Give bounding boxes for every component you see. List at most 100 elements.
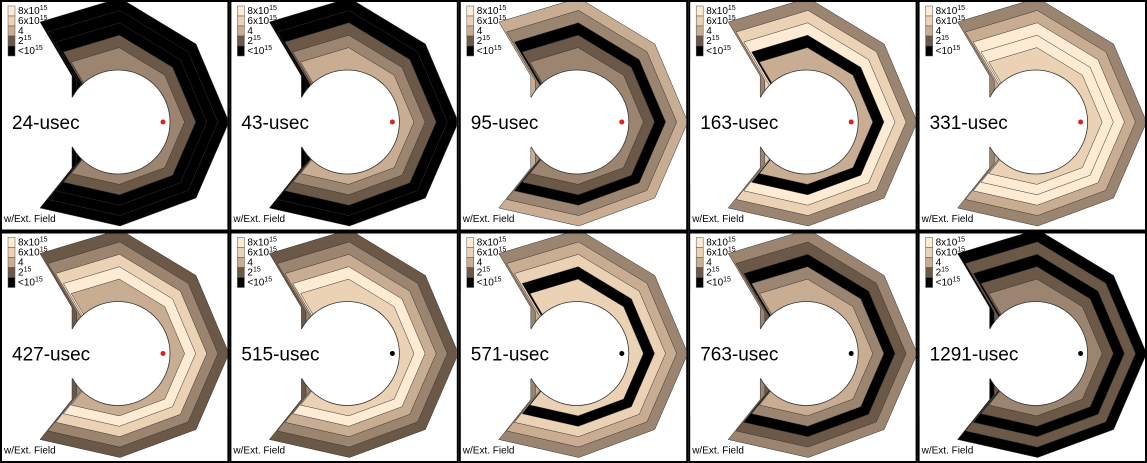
legend-exp: 15: [957, 5, 965, 12]
legend-base: <10: [18, 278, 35, 289]
contours: [2, 2, 228, 227]
time-label: 763-usec: [700, 345, 778, 366]
contours: [919, 2, 1145, 227]
legend-label: 6x1015: [477, 15, 507, 27]
legend-swatch: [695, 15, 704, 27]
legend-label: 6x1015: [706, 15, 736, 27]
legend-exp: 15: [40, 5, 48, 12]
legend-label: 215: [247, 35, 260, 47]
opening: [919, 60, 1036, 185]
legend-exp: 15: [941, 35, 949, 42]
legend-swatch: [7, 5, 16, 17]
contours: [919, 233, 1145, 458]
legend-exp: 15: [269, 5, 277, 12]
legend-base: 8x10: [936, 6, 958, 17]
legend-label: 4: [706, 258, 712, 269]
source-dot: [160, 119, 166, 125]
contours: [460, 233, 687, 458]
legend-label: 6x1015: [18, 247, 48, 259]
legend-base: 6x10: [477, 248, 499, 259]
legend-label: 215: [706, 35, 719, 47]
legend-base: 2: [477, 268, 483, 279]
legend-label: 4: [247, 258, 253, 269]
legend-base: <10: [936, 278, 953, 289]
legend-exp: 15: [40, 15, 48, 22]
opening: [460, 291, 577, 417]
legend-swatch: [466, 35, 475, 47]
legend-swatch: [7, 35, 16, 47]
field-label: w/Ext. Field: [462, 214, 515, 225]
legend-base: 2: [18, 268, 24, 279]
legend-label: 4: [477, 26, 483, 37]
legend-base: <10: [706, 46, 723, 57]
legend-swatch: [7, 15, 16, 27]
legend-base: 4: [936, 258, 942, 269]
legend-swatch: [695, 45, 704, 57]
legend-label: 215: [936, 267, 949, 279]
legend-base: 4: [936, 26, 942, 37]
legend-base: 8x10: [247, 238, 269, 249]
time-label: 331-usec: [930, 113, 1008, 134]
contours: [2, 233, 228, 458]
legend-label: 215: [18, 35, 31, 47]
time-label: 43-usec: [241, 113, 309, 134]
legend-label: 6x1015: [477, 247, 507, 259]
source-dot: [619, 351, 625, 356]
legend-base: <10: [477, 278, 494, 289]
legend-swatch: [925, 15, 933, 27]
legend-label: 6x1015: [247, 247, 277, 259]
legend-base: 2: [706, 36, 712, 47]
legend-swatch: [925, 237, 933, 248]
legend-exp: 15: [269, 237, 277, 244]
legend-swatch: [695, 277, 704, 288]
legend-label: 4: [936, 26, 942, 37]
legend-exp: 15: [482, 35, 490, 42]
legend-label: 8x1015: [477, 5, 507, 17]
field-label: w/Ext. Field: [232, 446, 285, 457]
legend-label: <1015: [247, 45, 272, 57]
legend-label: 8x1015: [706, 237, 736, 249]
legend-exp: 15: [482, 267, 490, 274]
legend-swatch: [7, 277, 16, 288]
legend-exp: 15: [957, 15, 965, 22]
field-label: w/Ext. Field: [691, 446, 744, 457]
legend-base: <10: [477, 46, 494, 57]
opening: [231, 60, 348, 185]
legend-base: 6x10: [247, 248, 269, 259]
legend-swatch: [7, 25, 16, 37]
legend-exp: 15: [728, 247, 736, 254]
legend-exp: 15: [35, 45, 43, 52]
legend-exp: 15: [953, 45, 961, 52]
source-dot: [848, 351, 854, 356]
legend-base: 6x10: [706, 16, 728, 27]
legend-base: 4: [18, 258, 24, 269]
legend-base: <10: [706, 278, 723, 289]
legend-swatch: [695, 35, 704, 47]
opening: [2, 291, 118, 417]
field-label: w/Ext. Field: [232, 214, 285, 225]
legend-label: 4: [706, 26, 712, 37]
time-label: 571-usec: [471, 345, 549, 366]
legend-label: <1015: [247, 277, 272, 289]
legend-base: 8x10: [477, 6, 499, 17]
legend-base: 6x10: [936, 248, 958, 259]
legend-base: 4: [477, 26, 483, 37]
legend-label: 4: [477, 258, 483, 269]
legend-swatch: [466, 45, 475, 57]
legend-swatch: [237, 5, 245, 17]
legend-label: 215: [477, 35, 490, 47]
legend-label: <1015: [477, 277, 502, 289]
legend-base: 4: [477, 258, 483, 269]
legend-label: <1015: [18, 45, 43, 57]
legend-swatch: [237, 25, 245, 37]
opening: [919, 291, 1036, 417]
legend-exp: 15: [723, 45, 731, 52]
legend-base: 6x10: [247, 16, 269, 27]
legend-exp: 15: [728, 237, 736, 244]
opening: [2, 60, 118, 185]
